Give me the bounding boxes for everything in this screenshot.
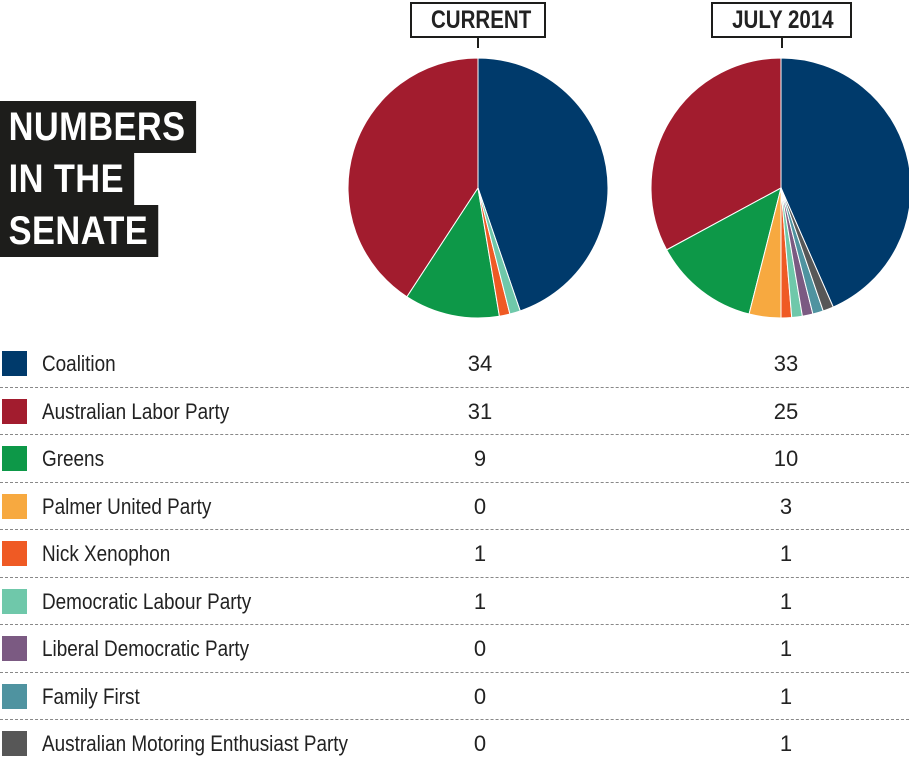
pie-slice-july-2014-australian-motoring-enthusiast-party [780, 187, 834, 312]
seats-current: 34 [467, 351, 493, 376]
row-divider [0, 386, 909, 388]
pie-label-july-2014-text: JULY 2014 [732, 6, 834, 34]
seats-july-2014: 33 [773, 351, 799, 376]
legend-row: Australian Motoring Enthusiast Party 0 1 [0, 720, 909, 768]
pie-slice-current-greens [406, 186, 500, 319]
seats-july-2014: 3 [779, 493, 793, 519]
row-divider [0, 481, 909, 483]
pie-current [347, 57, 609, 319]
seats-current: 1 [473, 588, 487, 614]
legend-swatch [2, 731, 27, 756]
row-divider [0, 576, 909, 578]
title-line-2: IN THE [0, 153, 135, 205]
legend-swatch [2, 541, 27, 566]
title-line-1: NUMBERS [0, 101, 196, 153]
legend-swatch [2, 351, 27, 376]
seats-july-2014: 10 [773, 446, 799, 471]
seats-current: 31 [467, 398, 493, 424]
party-name: Australian Labor Party [42, 398, 230, 424]
seats-current: 0 [473, 683, 487, 709]
row-divider [0, 434, 909, 435]
legend-row: Family First 0 1 [0, 673, 909, 720]
row-divider [0, 624, 909, 625]
seats-july-2014: 1 [779, 731, 793, 756]
seats-current: 0 [473, 636, 487, 661]
seats-july-2014: 25 [773, 398, 799, 424]
party-name: Greens [42, 446, 105, 471]
party-name: Palmer United Party [42, 493, 212, 519]
legend-swatch [2, 398, 27, 424]
seats-current: 0 [473, 493, 487, 519]
seats-current: 9 [473, 446, 487, 471]
seats-july-2014: 1 [779, 636, 793, 661]
legend-row: Liberal Democratic Party 0 1 [0, 625, 909, 673]
seats-july-2014: 1 [779, 588, 793, 614]
seats-current: 1 [473, 541, 487, 566]
legend-row: Greens 9 10 [0, 435, 909, 483]
title-line-3: SENATE [0, 205, 159, 257]
legend-row: Democratic Labour Party 1 1 [0, 578, 909, 625]
pie-slice-july-2014-australian-labor-party [650, 57, 782, 251]
pie-slice-july-2014-greens [665, 187, 782, 315]
party-name: Democratic Labour Party [42, 588, 252, 614]
seats-july-2014: 1 [779, 541, 793, 566]
legend-table: Coalition 34 33 Australian Labor Party 31 25 G… [0, 340, 909, 768]
party-name: Family First [42, 683, 140, 709]
legend-row: Coalition 34 33 [0, 340, 909, 388]
party-name: Australian Motoring Enthusiast Party [42, 731, 349, 756]
row-divider [0, 529, 909, 530]
legend-swatch [2, 446, 27, 471]
party-name: Coalition [42, 351, 116, 376]
pie-slice-current-coalition [477, 57, 609, 312]
pie-label-july-2014: JULY 2014 [711, 2, 852, 48]
seats-july-2014: 1 [779, 683, 793, 709]
chart-title: NUMBERS IN THE SENATE [0, 101, 228, 257]
pie-label-current-text: CURRENT [430, 6, 532, 34]
legend-row: Australian Labor Party 31 25 [0, 388, 909, 435]
pie-slice-current-democratic-labour-party [477, 187, 521, 315]
legend-swatch [2, 683, 27, 709]
legend-swatch [2, 636, 27, 661]
party-name: Liberal Democratic Party [42, 636, 250, 661]
legend-swatch [2, 493, 27, 519]
seats-current: 0 [473, 731, 487, 756]
pie-charts [347, 57, 909, 319]
party-name: Nick Xenophon [42, 541, 171, 566]
legend-row: Nick Xenophon 1 1 [0, 530, 909, 578]
row-divider [0, 719, 909, 720]
row-divider [0, 671, 909, 673]
legend-row: Palmer United Party 0 3 [0, 483, 909, 530]
legend-swatch [2, 588, 27, 614]
pie-slice-july-2014-coalition [780, 57, 909, 308]
pie-label-current: CURRENT [410, 2, 546, 48]
pie-july-2014 [650, 57, 909, 319]
